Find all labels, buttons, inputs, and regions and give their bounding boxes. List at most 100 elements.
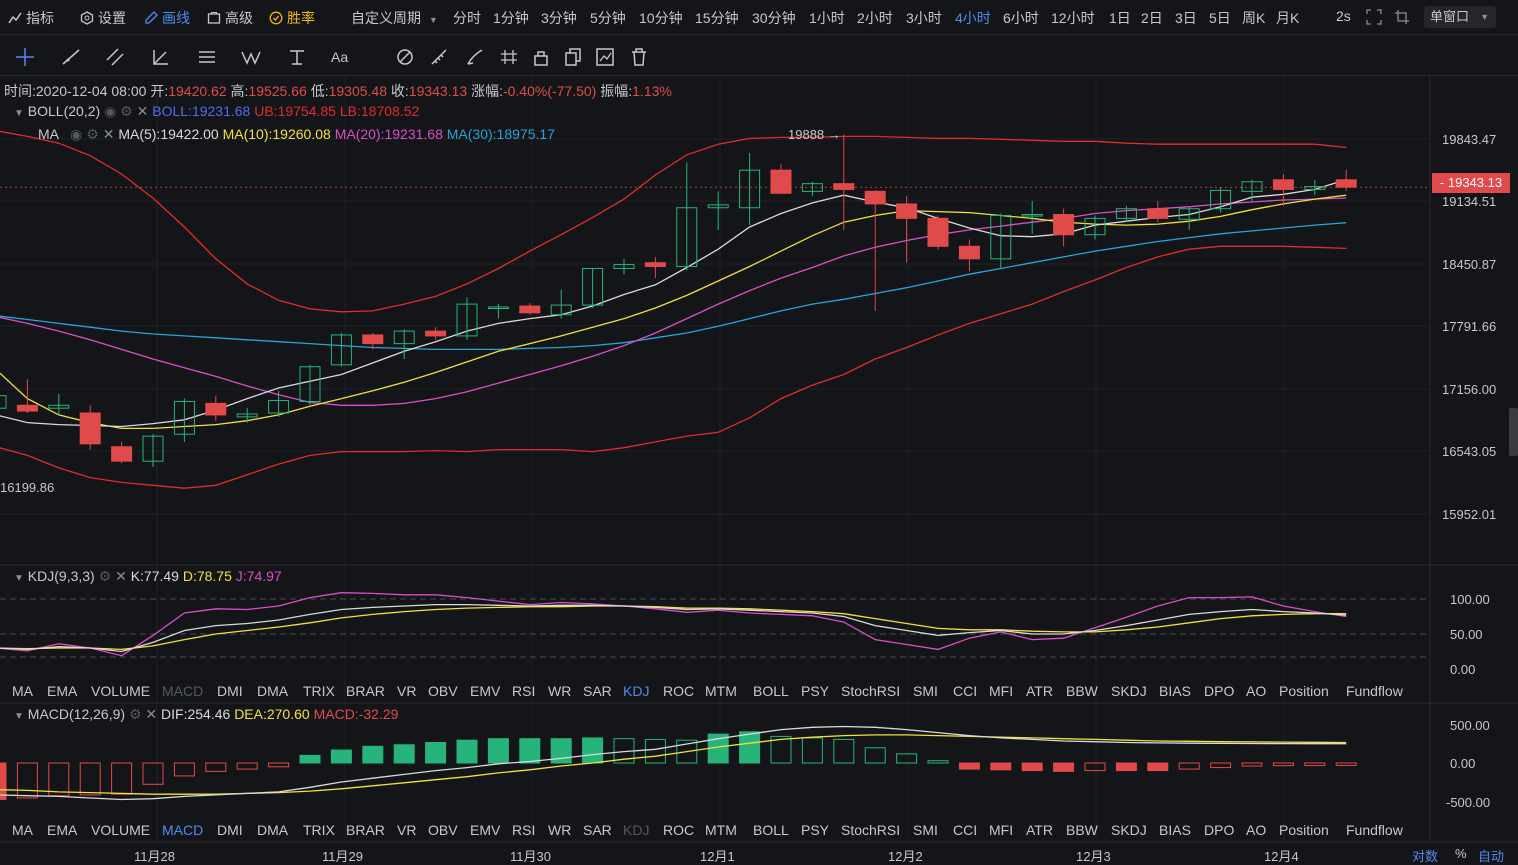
indicator-tab-mfi[interactable]: MFI — [989, 822, 1014, 838]
indicator-tab-dpo[interactable]: DPO — [1204, 683, 1235, 699]
pattern-tool-icon[interactable] — [498, 46, 520, 68]
indicator-tab-ao[interactable]: AO — [1246, 822, 1267, 838]
period-9[interactable]: 3小时 — [906, 10, 942, 26]
custom-period-dropdown[interactable]: 自定义周期 ▼ — [351, 8, 438, 28]
period-18[interactable]: 月K — [1276, 10, 1300, 26]
close-icon[interactable]: ✕ — [115, 568, 127, 584]
indicator-tab-stochrsi[interactable]: StochRSI — [841, 683, 901, 699]
indicator-tab-ema[interactable]: EMA — [47, 822, 78, 838]
indicator-tab-psy[interactable]: PSY — [801, 822, 830, 838]
window-mode-dropdown[interactable]: 单窗口 ▼ — [1424, 6, 1496, 28]
parallel-line-tool-icon[interactable] — [104, 46, 126, 68]
period-6[interactable]: 30分钟 — [752, 10, 796, 26]
refresh-interval[interactable]: 2s — [1336, 8, 1351, 24]
indicator-tab-obv[interactable]: OBV — [428, 683, 458, 699]
period-4[interactable]: 10分钟 — [639, 10, 683, 26]
period-13[interactable]: 1日 — [1109, 10, 1131, 26]
indicator-tab-macd[interactable]: MACD — [162, 683, 204, 699]
settings-icon[interactable]: ⚙ — [98, 568, 112, 584]
indicator-tab-smi[interactable]: SMI — [913, 683, 938, 699]
percent-scale-toggle[interactable]: % — [1455, 846, 1467, 861]
indicator-tab-mtm[interactable]: MTM — [705, 822, 737, 838]
close-icon[interactable]: ✕ — [136, 103, 149, 119]
period-0[interactable]: 分时 — [453, 10, 481, 26]
indicator-tab-emv[interactable]: EMV — [470, 683, 501, 699]
auto-scale-toggle[interactable]: 自动 — [1478, 849, 1505, 864]
indicator-tab-boll[interactable]: BOLL — [753, 822, 789, 838]
indicator-tab-cci[interactable]: CCI — [953, 822, 978, 838]
indicator-tab-bbw[interactable]: BBW — [1066, 683, 1098, 699]
period-7[interactable]: 1小时 — [809, 10, 845, 26]
period-14[interactable]: 2日 — [1141, 10, 1163, 26]
period-15[interactable]: 3日 — [1175, 10, 1197, 26]
indicator-tab-sar[interactable]: SAR — [583, 822, 612, 838]
crosshair-tool-icon[interactable] — [14, 46, 36, 68]
indicator-tab-dmi[interactable]: DMI — [217, 822, 243, 838]
indicator-tab-brar[interactable]: BRAR — [346, 822, 385, 838]
settings-icon[interactable]: ⚙ — [120, 103, 133, 119]
period-2[interactable]: 3分钟 — [541, 10, 577, 26]
collapse-arrow-icon[interactable]: ▼ — [14, 108, 24, 119]
settings-icon[interactable]: ⚙ — [86, 126, 99, 142]
indicator-tab-dma[interactable]: DMA — [257, 822, 289, 838]
indicator-tab-ma[interactable]: MA — [12, 683, 33, 699]
period-17[interactable]: 周K — [1242, 10, 1266, 26]
magnet-tool-icon[interactable] — [394, 46, 416, 68]
measure-tool-icon[interactable] — [286, 46, 308, 68]
brush-tool-icon[interactable] — [464, 46, 486, 68]
period-16[interactable]: 5日 — [1209, 10, 1231, 26]
collapse-arrow-icon[interactable]: ▼ — [14, 573, 24, 584]
indicator-tab-skdj[interactable]: SKDJ — [1111, 822, 1147, 838]
indicator-tab-psy[interactable]: PSY — [801, 683, 830, 699]
eye-icon[interactable]: ◉ — [104, 103, 117, 119]
advanced-button[interactable]: 高级 — [207, 8, 253, 28]
indicator-tab-atr[interactable]: ATR — [1026, 822, 1053, 838]
indicator-tab-roc[interactable]: ROC — [663, 822, 695, 838]
angle-tool-icon[interactable] — [150, 46, 172, 68]
indicator-tab-wr[interactable]: WR — [548, 683, 572, 699]
indicator-tab-mtm[interactable]: MTM — [705, 683, 737, 699]
indicator-tab-fundflow[interactable]: Fundflow — [1346, 683, 1403, 699]
indicator-tab-bbw[interactable]: BBW — [1066, 822, 1098, 838]
indicator-tab-trix[interactable]: TRIX — [303, 683, 335, 699]
indicator-tab-stochrsi[interactable]: StochRSI — [841, 822, 901, 838]
indicator-tab-emv[interactable]: EMV — [470, 822, 501, 838]
indicator-tab-kdj[interactable]: KDJ — [623, 822, 650, 838]
indicator-tab-skdj[interactable]: SKDJ — [1111, 683, 1147, 699]
horizontal-lines-tool-icon[interactable] — [196, 46, 218, 68]
eye-icon[interactable]: ◉ — [70, 126, 83, 142]
period-10[interactable]: 4小时 — [955, 10, 991, 26]
indicator-tab-roc[interactable]: ROC — [663, 683, 695, 699]
indicator-tab-kdj[interactable]: KDJ — [623, 683, 650, 699]
indicator-tab-brar[interactable]: BRAR — [346, 683, 385, 699]
template-tool-icon[interactable] — [594, 46, 616, 68]
indicator-tab-vr[interactable]: VR — [397, 822, 417, 838]
text-tool-icon[interactable]: Aa — [330, 46, 352, 68]
fullscreen-icon[interactable] — [1366, 9, 1382, 28]
screenshot-icon[interactable] — [1394, 9, 1410, 28]
settings-icon[interactable]: ⚙ — [128, 706, 142, 722]
period-12[interactable]: 12小时 — [1051, 10, 1095, 26]
indicator-tab-rsi[interactable]: RSI — [512, 822, 536, 838]
indicator-button[interactable]: 指标 — [8, 8, 54, 28]
trendline-tool-icon[interactable] — [60, 46, 82, 68]
lock-tool-icon[interactable] — [530, 46, 552, 68]
indicator-tab-ma[interactable]: MA — [12, 822, 33, 838]
indicator-tab-ema[interactable]: EMA — [47, 683, 78, 699]
period-11[interactable]: 6小时 — [1003, 10, 1039, 26]
indicator-tab-bias[interactable]: BIAS — [1159, 822, 1191, 838]
period-8[interactable]: 2小时 — [857, 10, 893, 26]
indicator-tab-bias[interactable]: BIAS — [1159, 683, 1191, 699]
period-1[interactable]: 1分钟 — [493, 10, 529, 26]
indicator-tab-volume[interactable]: VOLUME — [91, 822, 151, 838]
indicator-tab-atr[interactable]: ATR — [1026, 683, 1053, 699]
indicator-tab-trix[interactable]: TRIX — [303, 822, 335, 838]
winrate-button[interactable]: 胜率 — [269, 8, 315, 28]
copy-tool-icon[interactable] — [562, 46, 584, 68]
close-icon[interactable]: ✕ — [145, 706, 158, 722]
settings-button[interactable]: 设置 — [80, 8, 126, 28]
delete-tool-icon[interactable] — [628, 46, 650, 68]
indicator-tab-smi[interactable]: SMI — [913, 822, 938, 838]
indicator-tab-macd[interactable]: MACD — [162, 822, 204, 838]
